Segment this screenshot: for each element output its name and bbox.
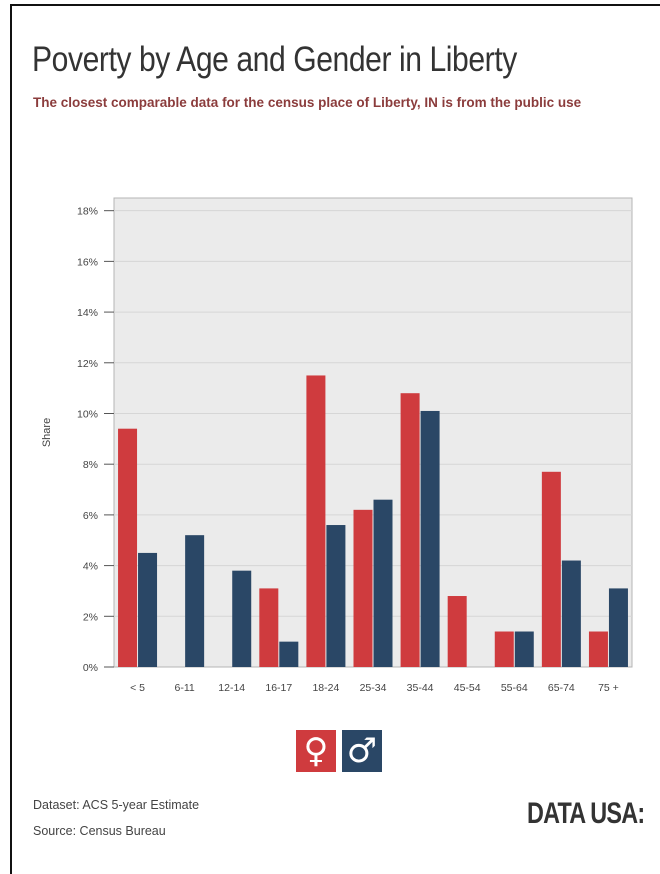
y-tick-label: 8% bbox=[83, 459, 98, 471]
female-icon: ♀ bbox=[303, 731, 329, 771]
female-legend-button[interactable]: ♀ bbox=[296, 730, 336, 772]
y-tick-label: 2% bbox=[83, 611, 98, 623]
bar-female[interactable] bbox=[353, 509, 373, 667]
y-tick-label: 12% bbox=[77, 358, 98, 370]
y-axis-label: Share bbox=[41, 418, 53, 447]
y-tick-label: 10% bbox=[77, 408, 98, 420]
male-legend-button[interactable]: ♂ bbox=[342, 730, 382, 772]
bar-female[interactable] bbox=[494, 631, 514, 667]
bar-male[interactable] bbox=[561, 560, 581, 667]
source-link[interactable]: Source: Census Bureau bbox=[33, 824, 166, 838]
y-axis: 0% 2% 4% 6% 8% 10% 12% 14% 16% 18% bbox=[77, 206, 114, 674]
x-tick-label: 12-14 bbox=[218, 682, 245, 694]
y-tick-label: 6% bbox=[83, 510, 98, 522]
dataset-link[interactable]: Dataset: ACS 5-year Estimate bbox=[33, 798, 200, 812]
x-tick-label: 16-17 bbox=[265, 682, 292, 694]
datausa-logo[interactable]: DATA USA: bbox=[527, 797, 645, 830]
x-tick-label: 6-11 bbox=[175, 682, 195, 694]
bar-male[interactable] bbox=[279, 641, 299, 667]
bar-female[interactable] bbox=[541, 471, 561, 667]
y-tick-label: 18% bbox=[77, 206, 98, 218]
chart-subtitle: The closest comparable data for the cens… bbox=[33, 95, 582, 110]
bar-male[interactable] bbox=[514, 631, 534, 667]
y-tick-label: 16% bbox=[77, 256, 98, 268]
x-tick-label: < 5 bbox=[130, 682, 145, 694]
bar-female[interactable] bbox=[588, 631, 608, 667]
x-tick-label: 18-24 bbox=[312, 682, 339, 694]
x-tick-label: 75 + bbox=[598, 682, 619, 694]
bars bbox=[118, 375, 628, 667]
bar-female[interactable] bbox=[447, 596, 467, 667]
poverty-bar-chart: 0% 2% 4% 6% 8% 10% 12% 14% 16% 18% < 5 6-11 12-14 16… bbox=[41, 197, 633, 694]
bar-female[interactable] bbox=[259, 588, 279, 667]
bar-male[interactable] bbox=[326, 525, 346, 667]
chart-frame bbox=[10, 4, 660, 874]
chart-title: Poverty by Age and Gender in Liberty bbox=[32, 40, 517, 79]
x-axis: < 5 6-11 12-14 16-17 18-24 25-34 35-44 45-54 55-… bbox=[130, 682, 619, 694]
x-tick-label: 45-54 bbox=[454, 682, 481, 694]
bar-male[interactable] bbox=[185, 535, 205, 667]
x-tick-label: 65-74 bbox=[548, 682, 575, 694]
bar-male[interactable] bbox=[420, 410, 440, 667]
bar-male[interactable] bbox=[138, 552, 158, 667]
y-tick-label: 0% bbox=[83, 662, 98, 674]
bar-male[interactable] bbox=[373, 499, 393, 667]
legend: ♀ ♂ bbox=[296, 730, 382, 772]
y-tick-label: 4% bbox=[83, 561, 98, 573]
bar-male[interactable] bbox=[608, 588, 628, 667]
x-tick-label: 35-44 bbox=[407, 682, 434, 694]
bar-female[interactable] bbox=[306, 375, 326, 667]
bar-male[interactable] bbox=[232, 570, 252, 667]
male-icon: ♂ bbox=[346, 731, 378, 771]
bar-female[interactable] bbox=[118, 428, 138, 667]
y-tick-label: 14% bbox=[77, 307, 98, 319]
x-tick-label: 55-64 bbox=[501, 682, 528, 694]
x-tick-label: 25-34 bbox=[360, 682, 387, 694]
bar-female[interactable] bbox=[400, 393, 420, 667]
